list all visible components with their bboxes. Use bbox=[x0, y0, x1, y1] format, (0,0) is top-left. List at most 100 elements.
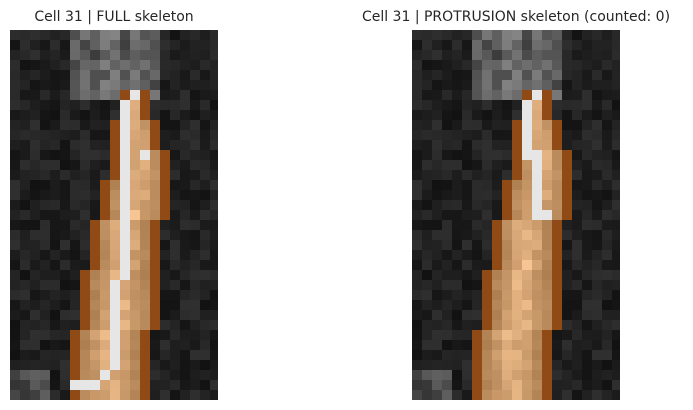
image-pixel bbox=[492, 380, 502, 390]
image-pixel bbox=[80, 240, 90, 250]
skeleton-pixel bbox=[522, 130, 532, 140]
image-pixel bbox=[10, 110, 20, 120]
image-pixel bbox=[422, 370, 432, 380]
image-pixel bbox=[200, 370, 210, 380]
image-pixel bbox=[572, 230, 582, 240]
image-pixel bbox=[502, 290, 512, 300]
image-pixel bbox=[602, 30, 612, 40]
protrusion-skeleton-image bbox=[412, 30, 620, 400]
image-pixel bbox=[150, 380, 160, 390]
image-pixel bbox=[602, 50, 612, 60]
image-pixel bbox=[70, 130, 80, 140]
image-pixel bbox=[492, 340, 502, 350]
image-pixel bbox=[130, 380, 140, 390]
image-pixel bbox=[442, 390, 452, 400]
image-pixel bbox=[502, 130, 512, 140]
image-pixel bbox=[602, 320, 612, 330]
image-pixel bbox=[190, 110, 200, 120]
image-pixel bbox=[472, 310, 482, 320]
image-pixel bbox=[552, 250, 562, 260]
image-pixel bbox=[412, 330, 422, 340]
image-pixel bbox=[110, 200, 120, 210]
image-pixel bbox=[582, 40, 592, 50]
image-pixel bbox=[432, 260, 442, 270]
image-pixel bbox=[482, 310, 492, 320]
image-pixel bbox=[422, 180, 432, 190]
image-pixel bbox=[200, 320, 210, 330]
image-pixel bbox=[602, 180, 612, 190]
image-pixel bbox=[20, 390, 30, 400]
image-pixel bbox=[472, 50, 482, 60]
image-pixel bbox=[60, 50, 70, 60]
skeleton-pixel bbox=[120, 180, 130, 190]
image-pixel bbox=[462, 240, 472, 250]
image-pixel bbox=[60, 120, 70, 130]
image-pixel bbox=[150, 240, 160, 250]
image-pixel bbox=[512, 290, 522, 300]
image-pixel bbox=[110, 160, 120, 170]
image-pixel bbox=[482, 300, 492, 310]
panel-title-protrusion: Cell 31 | PROTRUSION skeleton (counted: … bbox=[361, 9, 671, 25]
image-pixel bbox=[40, 260, 50, 270]
image-pixel bbox=[612, 390, 620, 400]
image-pixel bbox=[60, 350, 70, 360]
image-pixel bbox=[20, 50, 30, 60]
image-pixel bbox=[160, 260, 170, 270]
skeleton-pixel bbox=[532, 200, 542, 210]
image-pixel bbox=[30, 130, 40, 140]
image-pixel bbox=[542, 250, 552, 260]
image-pixel bbox=[180, 50, 190, 60]
image-pixel bbox=[462, 30, 472, 40]
image-pixel bbox=[110, 30, 120, 40]
image-pixel bbox=[10, 380, 20, 390]
image-pixel bbox=[552, 200, 562, 210]
image-pixel bbox=[80, 220, 90, 230]
image-pixel bbox=[522, 170, 532, 180]
image-pixel bbox=[70, 280, 80, 290]
image-pixel bbox=[190, 150, 200, 160]
image-pixel bbox=[40, 30, 50, 40]
image-pixel bbox=[592, 280, 602, 290]
image-pixel bbox=[522, 370, 532, 380]
image-pixel bbox=[100, 220, 110, 230]
image-pixel bbox=[100, 250, 110, 260]
skeleton-pixel bbox=[532, 90, 542, 100]
image-pixel bbox=[422, 330, 432, 340]
image-pixel bbox=[442, 230, 452, 240]
image-pixel bbox=[90, 100, 100, 110]
image-pixel bbox=[502, 350, 512, 360]
image-pixel bbox=[50, 40, 60, 50]
image-pixel bbox=[190, 380, 200, 390]
image-pixel bbox=[180, 40, 190, 50]
skeleton-pixel bbox=[542, 210, 552, 220]
image-pixel bbox=[110, 180, 120, 190]
image-pixel bbox=[592, 70, 602, 80]
image-pixel bbox=[572, 30, 582, 40]
image-pixel bbox=[422, 250, 432, 260]
image-pixel bbox=[160, 130, 170, 140]
image-pixel bbox=[482, 130, 492, 140]
image-pixel bbox=[100, 350, 110, 360]
image-pixel bbox=[502, 320, 512, 330]
image-pixel bbox=[432, 370, 442, 380]
image-pixel bbox=[542, 180, 552, 190]
image-pixel bbox=[492, 70, 502, 80]
image-pixel bbox=[50, 80, 60, 90]
image-pixel bbox=[180, 160, 190, 170]
image-pixel bbox=[522, 290, 532, 300]
image-pixel bbox=[180, 220, 190, 230]
image-pixel bbox=[542, 90, 552, 100]
image-pixel bbox=[70, 300, 80, 310]
image-pixel bbox=[542, 240, 552, 250]
image-pixel bbox=[120, 90, 130, 100]
image-pixel bbox=[592, 150, 602, 160]
image-pixel bbox=[522, 360, 532, 370]
image-pixel bbox=[512, 170, 522, 180]
image-pixel bbox=[502, 90, 512, 100]
image-pixel bbox=[210, 150, 218, 160]
image-pixel bbox=[542, 140, 552, 150]
image-pixel bbox=[602, 360, 612, 370]
image-pixel bbox=[80, 210, 90, 220]
image-pixel bbox=[170, 60, 180, 70]
image-pixel bbox=[180, 140, 190, 150]
